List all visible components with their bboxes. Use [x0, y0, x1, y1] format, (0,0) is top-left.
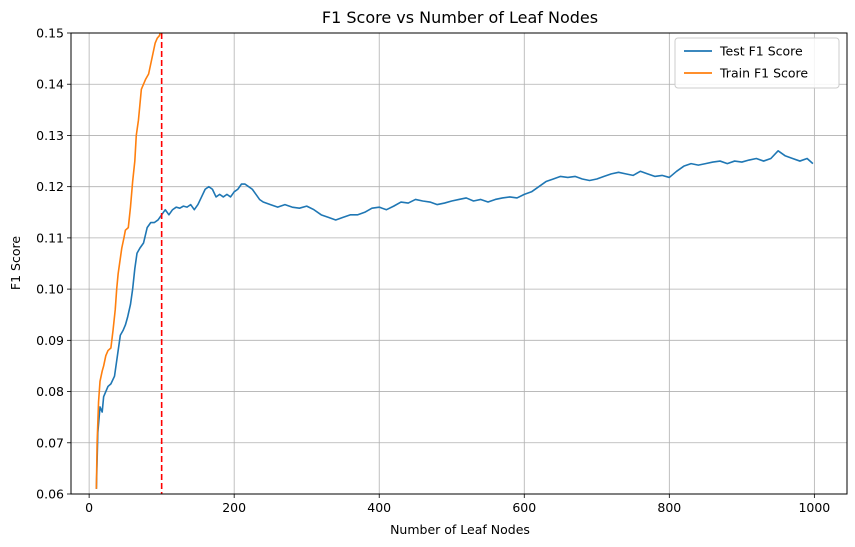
- axis-ticks: 0 200 400 600 800 1000 0.06 0.07 0.08 0.09 0.10 0.1…: [36, 26, 830, 516]
- x-tick-label: 200: [222, 500, 246, 515]
- x-tick-label: 1000: [798, 500, 830, 515]
- x-tick-label: 600: [512, 500, 536, 515]
- series-lines: [95, 33, 814, 489]
- y-tick-label: 0.11: [36, 230, 64, 245]
- x-tick-label: 0: [85, 500, 93, 515]
- legend-box: [674, 37, 840, 89]
- x-tick-label: 800: [657, 500, 681, 515]
- y-tick-label: 0.06: [36, 487, 64, 502]
- legend: Test F1 Score Train F1 Score: [674, 37, 840, 89]
- x-tick-label: 400: [367, 500, 391, 515]
- chart-title: F1 Score vs Number of Leaf Nodes: [322, 8, 598, 27]
- y-tick-label: 0.12: [36, 179, 64, 194]
- y-tick-label: 0.13: [36, 128, 64, 143]
- legend-label-test: Test F1 Score: [719, 44, 803, 59]
- train-f1-line: [95, 33, 161, 489]
- y-tick-label: 0.07: [36, 435, 64, 450]
- grid-lines: [71, 32, 847, 495]
- x-axis-label: Number of Leaf Nodes: [390, 522, 530, 537]
- test-f1-line: [95, 150, 814, 489]
- y-tick-label: 0.10: [36, 282, 64, 297]
- y-tick-label: 0.09: [36, 333, 64, 348]
- plot-frame: [70, 32, 848, 495]
- y-axis-label: F1 Score: [8, 236, 23, 290]
- y-tick-label: 0.15: [36, 26, 64, 41]
- y-tick-label: 0.14: [36, 77, 64, 92]
- y-tick-label: 0.08: [36, 384, 64, 399]
- legend-label-train: Train F1 Score: [719, 66, 808, 81]
